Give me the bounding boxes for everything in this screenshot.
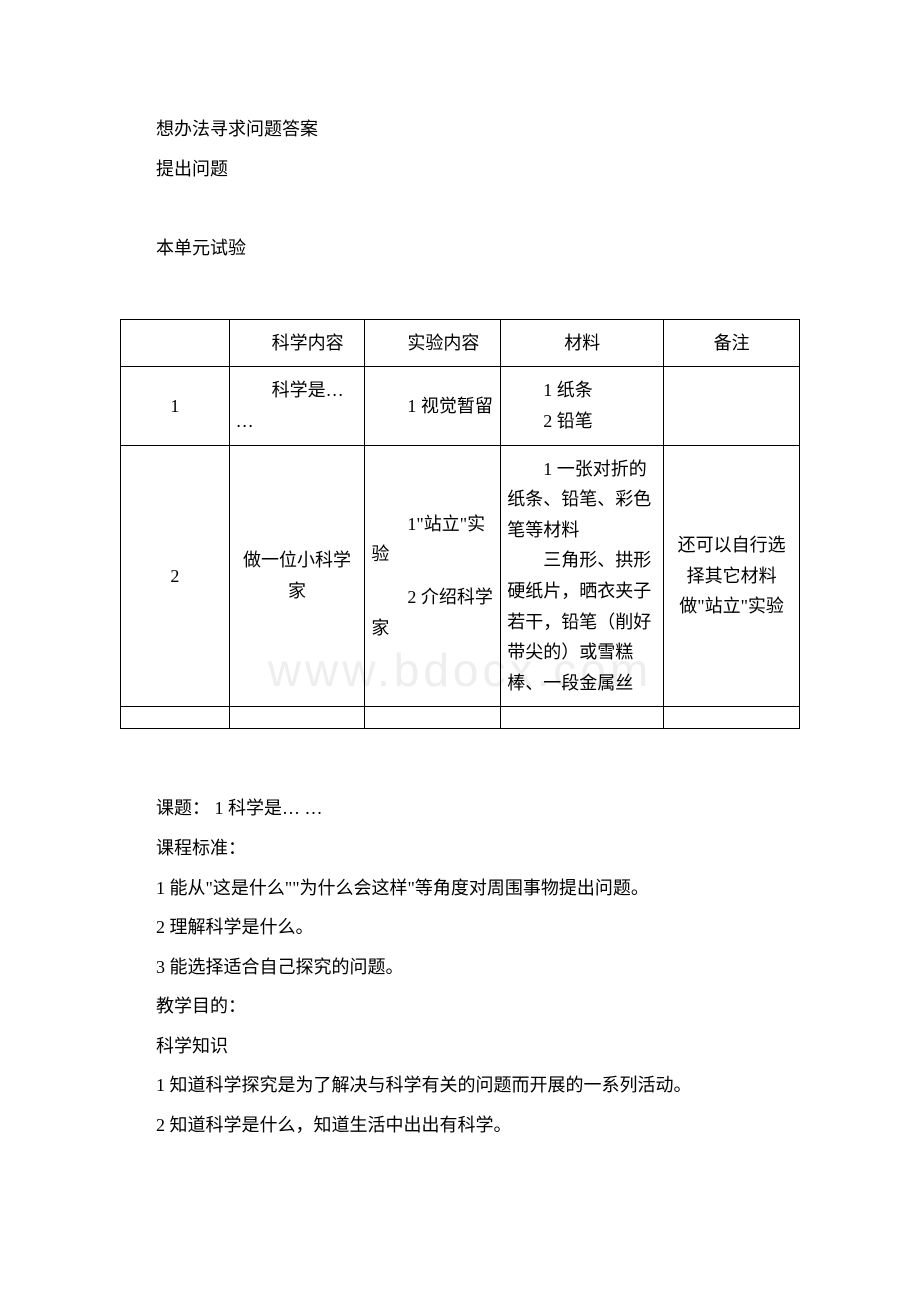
knowledge-item-2: 2 知道科学是什么，知道生活中出出有科学。 <box>120 1106 800 1146</box>
empty-cell <box>501 707 664 729</box>
standard-item-1: 1 能从"这是什么""为什么会这样"等角度对周围事物提出问题。 <box>120 869 800 909</box>
standard-item-2: 2 理解科学是什么。 <box>120 908 800 948</box>
row1-material-a: 1 纸条 <box>507 375 657 406</box>
teaching-purpose-heading: 教学目的： <box>120 987 800 1027</box>
row2-num: 2 <box>121 445 230 707</box>
header-science-content: 科学内容 <box>229 319 365 367</box>
row2-mat-a: 1 一张对折的纸条、铅笔、彩色笔等材料 <box>507 454 657 546</box>
unit-experiment-heading: 本单元试验 <box>120 229 800 269</box>
row1-material-b: 2 铅笔 <box>507 406 657 437</box>
science-knowledge-heading: 科学知识 <box>120 1027 800 1067</box>
empty-cell <box>664 707 800 729</box>
table-header-row: 科学内容 实验内容 材料 备注 <box>121 319 800 367</box>
row2-mat-b: 三角形、拱形硬纸片，晒衣夹子若干，铅笔（削好带尖的）或雪糕棒、一段金属丝 <box>507 545 657 698</box>
row1-num: 1 <box>121 367 230 445</box>
lesson-topic: 课题： 1 科学是… … <box>120 789 800 829</box>
header-note: 备注 <box>664 319 800 367</box>
empty-cell <box>365 707 501 729</box>
row1-note <box>664 367 800 445</box>
table-empty-row <box>121 707 800 729</box>
row2-exp-b: 2 介绍科学家 <box>371 582 494 643</box>
knowledge-item-1: 1 知道科学探究是为了解决与科学有关的问题而开展的一系列活动。 <box>120 1066 800 1106</box>
row1-content: 科学是… … <box>229 367 365 445</box>
experiment-table: 科学内容 实验内容 材料 备注 1 科学是… … 1 视觉暂留 1 纸条 2 铅… <box>120 319 800 730</box>
table-row: 2 做一位小科学家 1"站立"实验 2 介绍科学家 1 一张对折的纸条、铅笔、彩… <box>121 445 800 707</box>
intro-line-1: 想办法寻求问题答案 <box>120 110 800 150</box>
row2-note: 还可以自行选择其它材料做"站立"实验 <box>664 445 800 707</box>
row2-content: 做一位小科学家 <box>229 445 365 707</box>
intro-line-2: 提出问题 <box>120 150 800 190</box>
curriculum-standard-heading: 课程标准： <box>120 829 800 869</box>
header-blank <box>121 319 230 367</box>
row2-exp-a: 1"站立"实验 <box>371 509 494 570</box>
table-row: 1 科学是… … 1 视觉暂留 1 纸条 2 铅笔 <box>121 367 800 445</box>
empty-cell <box>229 707 365 729</box>
row1-experiment: 1 视觉暂留 <box>365 367 501 445</box>
row1-material: 1 纸条 2 铅笔 <box>501 367 664 445</box>
header-experiment-content: 实验内容 <box>365 319 501 367</box>
empty-cell <box>121 707 230 729</box>
row2-experiment: 1"站立"实验 2 介绍科学家 <box>365 445 501 707</box>
row2-material: 1 一张对折的纸条、铅笔、彩色笔等材料 三角形、拱形硬纸片，晒衣夹子若干，铅笔（… <box>501 445 664 707</box>
standard-item-3: 3 能选择适合自己探究的问题。 <box>120 948 800 988</box>
header-material: 材料 <box>501 319 664 367</box>
